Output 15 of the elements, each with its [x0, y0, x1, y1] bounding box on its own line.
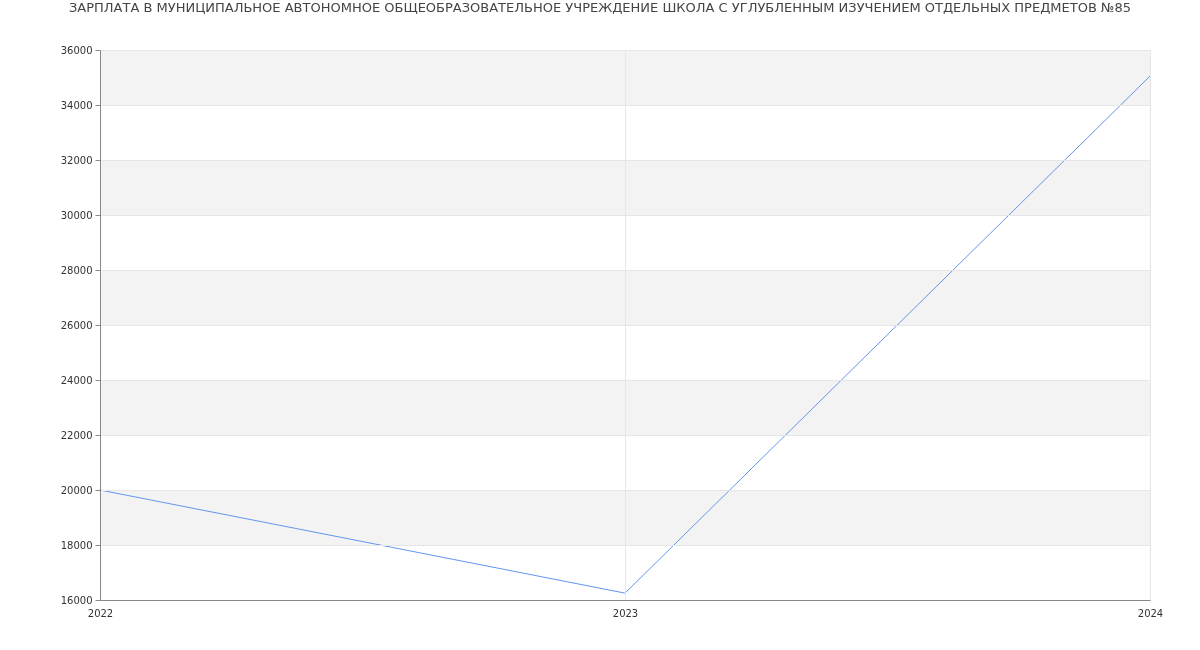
y-tick-label: 30000	[60, 209, 93, 221]
y-tick-label: 24000	[60, 374, 93, 386]
y-tick-label: 34000	[60, 99, 93, 111]
y-tick-label: 22000	[60, 429, 93, 441]
y-tick-label: 20000	[60, 484, 93, 496]
chart-title: ЗАРПЛАТА В МУНИЦИПАЛЬНОЕ АВТОНОМНОЕ ОБЩЕОБРАЗОВАТЕЛЬНОЕ УЧРЕЖДЕНИЕ ШКОЛА С УГЛУБЛЕННЫМ ИЗУЧЕНИЕМ ОТДЕЛЬНЫХ ПРЕДМЕТОВ №85	[68, 0, 1132, 15]
y-tick-label: 28000	[60, 264, 93, 276]
y-tick-label: 36000	[60, 44, 93, 56]
y-tick-label: 32000	[60, 154, 93, 166]
x-tick-label: 2023	[612, 607, 639, 619]
y-tick-label: 26000	[60, 319, 93, 331]
x-tick-label: 2022	[87, 607, 114, 619]
x-tick-label: 2024	[1137, 607, 1164, 619]
y-tick-label: 18000	[60, 539, 93, 551]
y-tick-label: 16000	[60, 594, 93, 606]
